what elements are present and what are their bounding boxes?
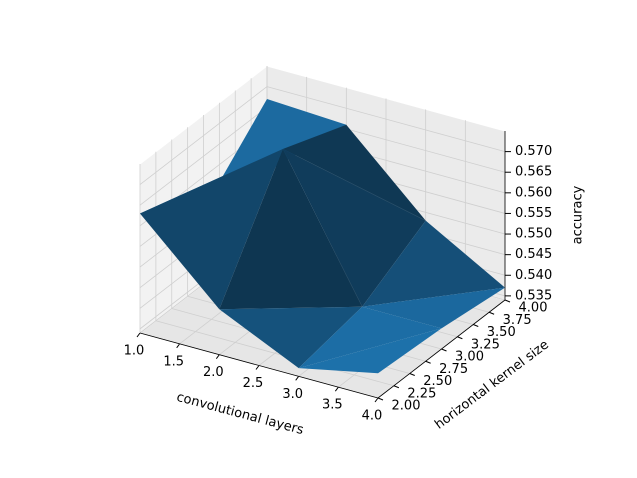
surface-face [298, 306, 442, 369]
y-tick [377, 397, 384, 401]
surface-face [140, 149, 283, 310]
z-tick-label: 0.535 [515, 288, 552, 303]
surface-face [298, 328, 442, 374]
y-tick-label: 2.50 [423, 374, 452, 389]
grid-line [266, 86, 506, 152]
surface-face [219, 149, 363, 310]
x-tick-label: 3.5 [322, 398, 343, 413]
y-tick-label: 3.50 [487, 325, 516, 340]
x-tick [136, 332, 141, 338]
z-tick-label: 0.550 [515, 227, 552, 242]
y-tick [393, 385, 400, 389]
grid-line [139, 106, 268, 206]
x-tick-label: 2.5 [243, 376, 264, 391]
y-tick [441, 348, 447, 352]
surface-face [219, 306, 363, 369]
axis-line [139, 332, 379, 399]
y-tick-label: 3.00 [455, 350, 484, 365]
surface-face [282, 124, 426, 221]
y-tick [425, 360, 431, 364]
z-tick-label: 0.570 [515, 144, 552, 159]
y-tick-label: 3.75 [503, 313, 532, 328]
x-tick [176, 343, 181, 349]
z-tick-label: 0.565 [515, 165, 552, 180]
grid-line [139, 86, 268, 185]
x-tick-label: 2.0 [203, 365, 224, 380]
y-tick-label: 4.00 [519, 301, 548, 316]
x-tick-label: 4.0 [362, 409, 383, 424]
y-tick [457, 336, 463, 340]
y-tick-label: 2.00 [392, 399, 421, 414]
y-tick [504, 299, 511, 303]
axis-line [377, 299, 506, 399]
y-tick [473, 324, 479, 327]
z-tick-label: 0.545 [515, 247, 552, 262]
x-tick [374, 397, 379, 403]
x-tick-label: 1.0 [124, 344, 145, 359]
surface-face [362, 287, 505, 329]
z-tick-label: 0.555 [515, 206, 552, 221]
grid-line [155, 320, 394, 387]
x-tick-label: 3.0 [282, 387, 303, 402]
z-tick-label: 0.560 [515, 185, 552, 200]
y-tick-label: 3.25 [471, 337, 500, 352]
x-tick-label: 1.5 [163, 354, 184, 369]
z-tick-label: 0.540 [515, 268, 552, 283]
x-tick [295, 376, 300, 381]
x-tick [215, 354, 220, 359]
y-tick [488, 311, 495, 315]
surface-face [362, 220, 505, 307]
y-tick-label: 2.75 [439, 362, 468, 377]
z-axis-label: accuracy [571, 185, 586, 244]
surface-face [282, 149, 426, 307]
y-tick [409, 373, 415, 376]
y-tick-label: 2.25 [407, 386, 436, 401]
x-tick [255, 365, 260, 370]
x-tick [334, 386, 339, 392]
